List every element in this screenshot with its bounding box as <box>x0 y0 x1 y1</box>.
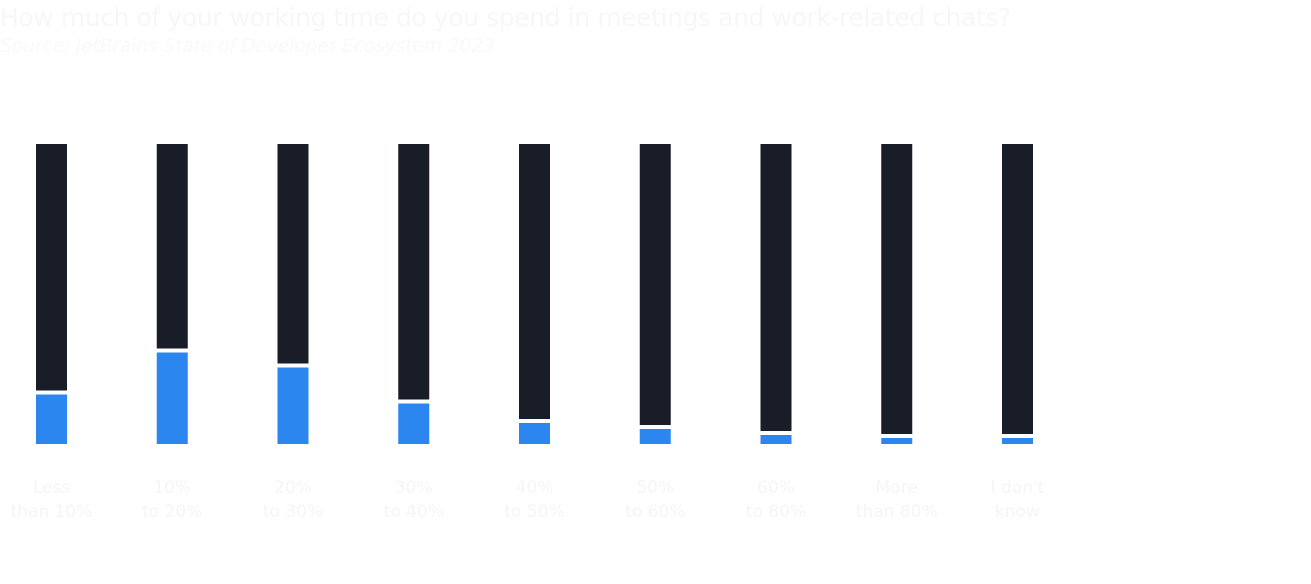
x-tick-label-1-line-0: 10% <box>153 478 191 498</box>
x-tick-label-7-line-0: More <box>876 478 918 498</box>
x-tick-label-0-line-0: Less <box>33 478 70 498</box>
bar-series-0-cat-5 <box>639 429 671 444</box>
x-tick-label-2-line-1: to 30% <box>263 502 323 522</box>
bar-series-0-cat-8 <box>1002 438 1033 444</box>
x-tick-label-5-line-0: 50% <box>636 478 674 498</box>
x-tick-label-7-line-1: than 80% <box>856 502 938 522</box>
x-tick-label-0-line-1: than 10% <box>11 502 93 522</box>
bar-series-0-cat-2 <box>277 367 309 444</box>
bar-series-0-cat-6 <box>760 435 792 444</box>
x-tick-label-4-line-0: 40% <box>516 478 554 498</box>
x-tick-label-3-line-0: 30% <box>395 478 433 498</box>
bar-series-1-cat-5 <box>639 144 671 425</box>
bar-series-1-cat-8 <box>1002 144 1033 434</box>
bar-series-1-cat-2 <box>277 144 309 364</box>
bar-series-1-cat-3 <box>398 144 430 400</box>
x-tick-label-2-line-0: 20% <box>274 478 312 498</box>
x-tick-label-6-line-1: to 80% <box>746 502 806 522</box>
x-tick-label-8-line-0: I don't <box>991 478 1045 498</box>
chart-subtitle: Source: JetBrains State of Developer Eco… <box>0 35 495 57</box>
bar-series-0-cat-3 <box>398 403 430 444</box>
chart-title: How much of your working time do you spe… <box>0 3 1011 32</box>
bar-series-1-cat-1 <box>156 144 188 349</box>
x-tick-label-5-line-1: to 60% <box>625 502 685 522</box>
x-tick-label-8-line-1: know <box>995 502 1040 522</box>
bar-series-1-cat-4 <box>519 144 550 419</box>
x-tick-label-4-line-1: to 50% <box>504 502 564 522</box>
x-tick-label-6-line-0: 60% <box>757 478 795 498</box>
bar-series-1-cat-6 <box>760 144 792 431</box>
bar-series-0-cat-1 <box>156 352 188 444</box>
bar-series-1-cat-7 <box>881 144 913 434</box>
x-tick-label-1-line-1: to 20% <box>142 502 202 522</box>
bar-series-0-cat-0 <box>36 394 67 444</box>
bar-series-1-cat-0 <box>36 144 67 391</box>
bar-series-0-cat-4 <box>519 423 550 444</box>
x-tick-label-3-line-1: to 40% <box>384 502 444 522</box>
bar-series-0-cat-7 <box>881 438 913 444</box>
